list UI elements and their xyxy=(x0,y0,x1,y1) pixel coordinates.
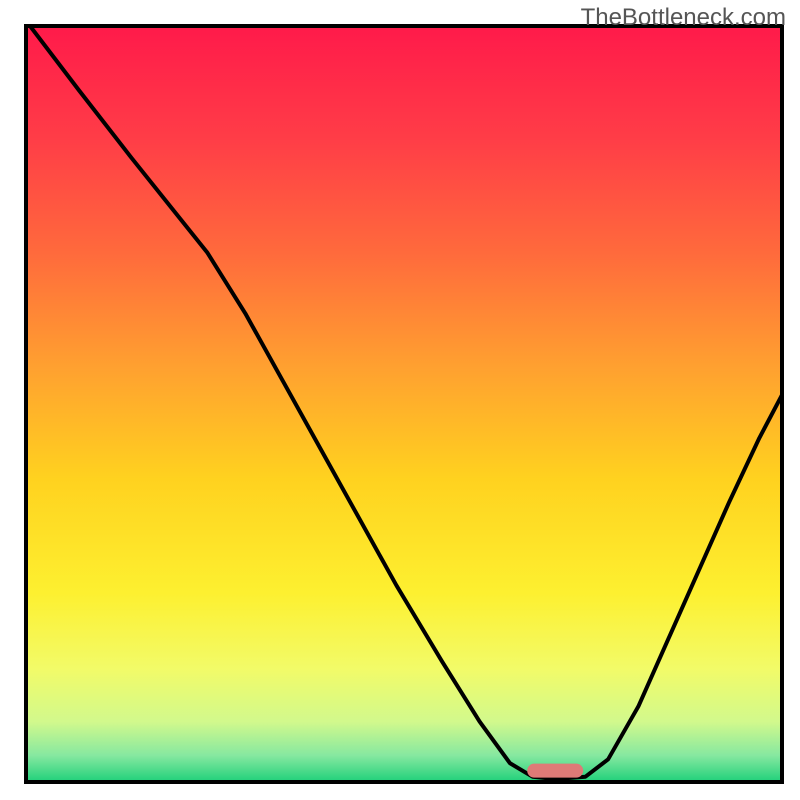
chart-container: TheBottleneck.com xyxy=(0,0,800,800)
highlight-marker xyxy=(527,764,583,778)
plot-background xyxy=(26,26,782,782)
watermark-text: TheBottleneck.com xyxy=(581,4,786,32)
bottleneck-chart xyxy=(0,0,800,800)
